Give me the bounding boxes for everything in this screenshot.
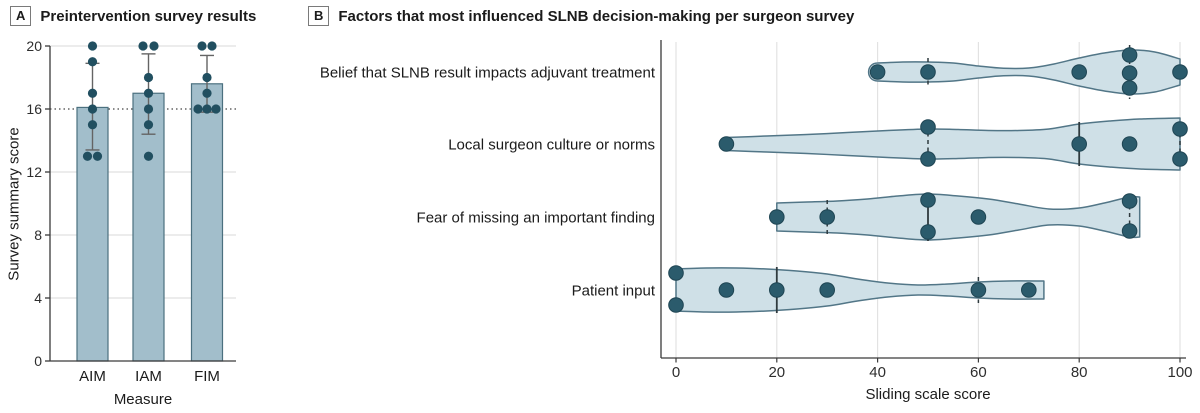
- data-point: [1172, 121, 1188, 137]
- data-point: [202, 72, 212, 83]
- data-point: [869, 64, 886, 80]
- x-category-label: AIM: [79, 368, 106, 385]
- data-point: [1172, 64, 1188, 80]
- data-point: [1121, 65, 1138, 81]
- data-point: [143, 72, 154, 83]
- data-point: [1121, 47, 1138, 63]
- x-tick-label: 0: [672, 364, 680, 381]
- data-point: [819, 282, 836, 298]
- panel-a-title: Preintervention survey results: [40, 7, 257, 25]
- data-point: [819, 209, 836, 225]
- data-point: [143, 88, 154, 98]
- data-point: [718, 136, 735, 152]
- category-label-2: Fear of missing an important finding: [416, 209, 655, 227]
- bar-chart-panel-a: 0 4 8 12 16 20 AIM IAM FIM: [26, 38, 236, 385]
- data-point: [1172, 151, 1188, 167]
- data-point: [769, 282, 785, 298]
- data-point: [87, 104, 98, 114]
- data-point: [1121, 193, 1138, 209]
- violin-2: [776, 193, 1141, 241]
- data-point: [668, 265, 684, 281]
- data-point: [92, 151, 103, 161]
- data-point: [211, 104, 221, 114]
- data-point: [87, 88, 98, 98]
- category-label-3: Patient input: [571, 282, 655, 300]
- panel-b-title: Factors that most influenced SLNB decisi…: [338, 7, 855, 25]
- data-point: [1021, 282, 1037, 298]
- panel-b-x-axis-label: Sliding scale score: [865, 386, 991, 403]
- y-tick-label: 8: [34, 227, 42, 243]
- data-point: [1121, 223, 1138, 239]
- y-tick-label: 0: [34, 353, 42, 369]
- data-point: [1071, 136, 1088, 152]
- violin-1: [719, 117, 1181, 171]
- x-tick-label: 100: [1167, 364, 1192, 381]
- data-point: [1121, 136, 1138, 152]
- y-tick-label: 16: [26, 101, 42, 117]
- x-tick-label: 60: [970, 364, 987, 381]
- violin-3: [675, 267, 1045, 313]
- data-point: [920, 64, 936, 80]
- data-point: [920, 224, 936, 240]
- bar-IAM: [132, 92, 165, 362]
- data-point: [920, 119, 936, 135]
- data-point: [197, 41, 207, 51]
- x-category-label: FIM: [194, 368, 220, 385]
- panel-a-label: A: [10, 6, 32, 26]
- data-point: [82, 151, 93, 161]
- y-tick-label: 20: [26, 38, 42, 54]
- violin-0: [867, 49, 1181, 95]
- data-point: [193, 104, 203, 114]
- y-tick-label: 12: [26, 164, 42, 180]
- data-point: [920, 151, 936, 167]
- data-point: [202, 104, 212, 114]
- data-point: [87, 57, 98, 67]
- data-point: [207, 41, 217, 51]
- x-tick-label: 40: [869, 364, 886, 381]
- data-point: [920, 192, 936, 208]
- data-point: [138, 41, 148, 51]
- data-point: [718, 282, 735, 298]
- data-point: [143, 104, 154, 114]
- data-point: [87, 120, 98, 130]
- panel-a-x-axis-label: Measure: [113, 391, 173, 408]
- data-point: [970, 282, 987, 298]
- x-tick-label: 80: [1071, 364, 1088, 381]
- data-point: [202, 88, 212, 98]
- data-point: [1071, 64, 1088, 80]
- violin-chart-panel-b: 0 20 40 60 80 100: [660, 40, 1193, 381]
- data-point: [149, 41, 159, 51]
- panel-b-label: B: [308, 6, 330, 26]
- category-label-1: Local surgeon culture or norms: [448, 136, 655, 154]
- data-point: [970, 209, 987, 225]
- data-point: [143, 120, 154, 130]
- panel-a-header: A Preintervention survey results: [10, 6, 256, 26]
- bar-FIM: [190, 83, 224, 362]
- data-point: [769, 209, 785, 225]
- panel-b-header: B Factors that most influenced SLNB deci…: [308, 6, 854, 26]
- category-label-0: Belief that SLNB result impacts adjuvant…: [319, 64, 655, 82]
- data-point: [1121, 80, 1138, 96]
- x-tick-label: 20: [768, 364, 785, 381]
- y-tick-label: 4: [34, 290, 42, 306]
- data-point: [87, 41, 98, 51]
- data-point: [143, 151, 154, 161]
- x-category-label: IAM: [135, 368, 162, 385]
- data-point: [668, 297, 684, 313]
